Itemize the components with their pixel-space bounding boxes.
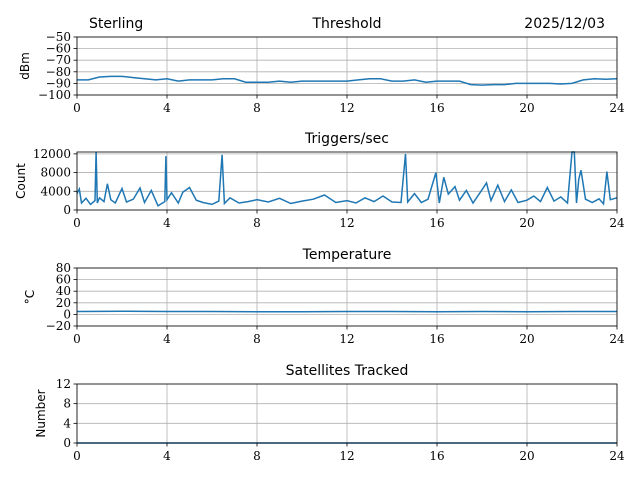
x-tick-label: 20 [519, 332, 534, 346]
x-tick-label: 12 [339, 332, 354, 346]
y-tick-label: 8 [63, 397, 71, 411]
y-tick-label: −80 [46, 65, 71, 79]
y-tick-label: 8000 [40, 166, 71, 180]
y-tick-label: −90 [46, 76, 71, 90]
x-tick-label: 20 [519, 449, 534, 463]
x-tick-label: 0 [73, 216, 81, 230]
y-tick-label: −100 [38, 88, 71, 102]
series-line [76, 151, 618, 207]
y-axis-label: °C [23, 290, 37, 304]
x-tick-label: 12 [339, 216, 354, 230]
station-name: Sterling [89, 16, 143, 32]
y-tick-label: −70 [46, 53, 71, 67]
x-tick-label: 20 [519, 101, 534, 115]
series-line [76, 310, 617, 313]
subplot-title: Triggers/sec [304, 131, 389, 147]
x-tick-label: 4 [163, 101, 171, 115]
x-tick-label: 20 [519, 216, 534, 230]
x-tick-label: 4 [163, 332, 171, 346]
y-tick-label: 0 [63, 307, 71, 321]
y-tick-label: 0 [63, 436, 71, 450]
x-tick-label: 8 [253, 449, 261, 463]
y-tick-label: 0 [63, 203, 71, 217]
x-tick-label: 16 [429, 449, 444, 463]
y-tick-label: −50 [46, 30, 71, 44]
x-tick-label: 16 [429, 101, 444, 115]
x-tick-label: 8 [253, 332, 261, 346]
x-tick-label: 24 [609, 101, 625, 115]
y-tick-label: −20 [46, 319, 71, 333]
subplot-1: 0 4 8 12 16 20 24 0 4000 8000 12000 Triggers/sec Cou… [14, 131, 625, 230]
x-tick-label: 4 [163, 449, 171, 463]
x-tick-label: 16 [429, 216, 444, 230]
y-tick-label: −60 [46, 42, 71, 56]
y-tick-label: 4 [63, 416, 71, 430]
y-tick-label: 80 [56, 261, 71, 275]
y-tick-label: 12000 [33, 147, 71, 161]
series-line [77, 75, 618, 86]
y-tick-label: 12 [56, 377, 71, 391]
y-axis-label: dBm [18, 52, 32, 80]
x-tick-label: 8 [253, 101, 261, 115]
date-label: 2025/12/03 [524, 16, 605, 32]
subplot-0: 0 4 8 12 16 20 24 −100−90−80−70−60−50 Threshold d… [18, 16, 625, 115]
subplot-title: Threshold [312, 16, 382, 32]
y-tick-label: 4000 [40, 184, 71, 198]
x-tick-label: 0 [73, 332, 81, 346]
y-axis-label: Count [14, 163, 28, 199]
subplot-title: Satellites Tracked [286, 363, 409, 379]
y-tick-label: 20 [56, 296, 71, 310]
x-tick-label: 12 [339, 101, 354, 115]
x-tick-label: 24 [609, 216, 625, 230]
x-tick-label: 24 [609, 449, 625, 463]
x-tick-label: 8 [253, 216, 261, 230]
x-tick-label: 4 [163, 216, 171, 230]
x-tick-label: 12 [339, 449, 354, 463]
subplot-3: 0 4 8 12 16 20 24 0 4 8 12 Satellites Tracked Number [34, 363, 625, 463]
y-tick-label: 40 [56, 284, 71, 298]
x-tick-label: 0 [73, 101, 81, 115]
subplot-title: Temperature [302, 247, 392, 263]
x-tick-label: 24 [609, 332, 625, 346]
x-tick-label: 16 [429, 332, 444, 346]
x-tick-label: 0 [73, 449, 81, 463]
y-axis-label: Number [34, 389, 48, 437]
y-tick-label: 60 [56, 273, 71, 287]
